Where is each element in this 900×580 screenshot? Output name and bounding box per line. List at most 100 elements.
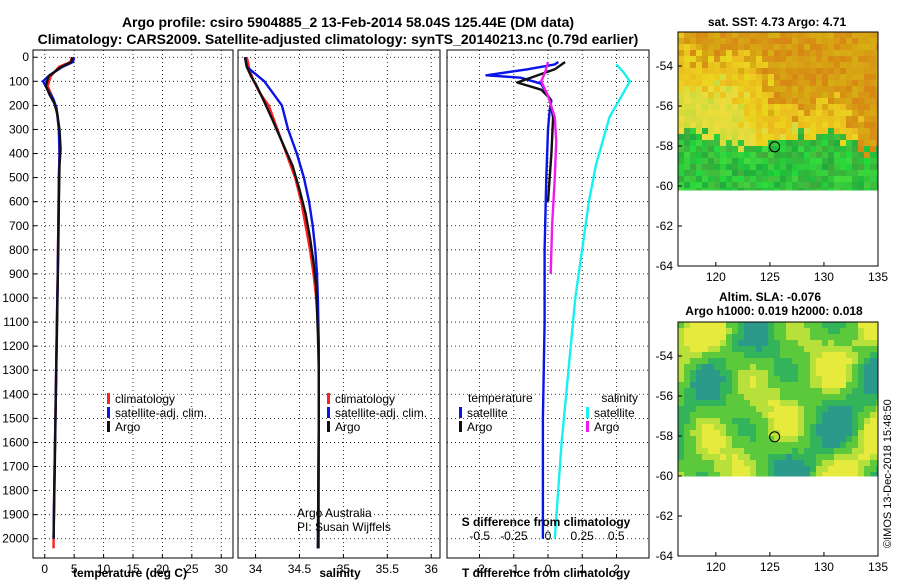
map-cell [840, 140, 847, 147]
map-cell [852, 44, 859, 51]
map-cell [834, 430, 841, 437]
map-cell [858, 158, 865, 165]
map-cell [696, 430, 703, 437]
map-cell [852, 448, 859, 455]
map-cell [870, 110, 877, 117]
map-cell [792, 400, 799, 407]
lat-tick-label: -62 [656, 219, 674, 233]
map-cell [864, 68, 871, 75]
map-cell [798, 436, 805, 443]
map-cell [732, 182, 739, 189]
map-cell [798, 466, 805, 473]
map-cell [732, 68, 739, 75]
map-cell [774, 412, 781, 419]
map-cell [840, 116, 847, 123]
map-cell [870, 188, 877, 191]
map-cell [750, 334, 757, 341]
map-cell [696, 80, 703, 87]
lon-tick-label: 135 [868, 270, 888, 284]
map-cell [720, 32, 727, 39]
map-cell [702, 442, 709, 449]
map-cell [792, 128, 799, 135]
map-cell [744, 134, 751, 141]
map-cell [768, 460, 775, 467]
map-cell [828, 442, 835, 449]
map-cell [852, 322, 859, 329]
map-cell [702, 152, 709, 159]
map-cell [762, 370, 769, 377]
map-cell [876, 110, 879, 117]
map-cell [756, 98, 763, 105]
map-cell [714, 92, 721, 99]
map-cell [858, 182, 865, 189]
map-cell [702, 74, 709, 81]
map-cell [864, 44, 871, 51]
depth-tick-label: 1800 [2, 484, 29, 498]
map-cell [846, 98, 853, 105]
map-cell [834, 146, 841, 153]
map-cell [738, 134, 745, 141]
map-cell [702, 32, 709, 39]
map-cell [756, 80, 763, 87]
map-cell [708, 376, 715, 383]
map-cell [858, 412, 865, 419]
map-cell [732, 406, 739, 413]
map-cell [822, 328, 829, 335]
map-cell [696, 406, 703, 413]
map-cell [798, 80, 805, 87]
map-cell [870, 454, 877, 461]
map-cell [702, 104, 709, 111]
lat-tick-label: -54 [656, 59, 674, 73]
legend-label: climatology [335, 392, 395, 406]
map-cell [822, 158, 829, 165]
map-cell [780, 122, 787, 129]
map-cell [708, 116, 715, 123]
map-cell [804, 110, 811, 117]
map-cell [744, 158, 751, 165]
map-cell [804, 352, 811, 359]
map-cell [834, 158, 841, 165]
lon-tick-label: 130 [814, 270, 834, 284]
x-tick-label: -2 [474, 562, 485, 576]
map-cell [792, 104, 799, 111]
map-cell [810, 44, 817, 51]
map-cell [684, 80, 691, 87]
map-cell [774, 92, 781, 99]
map-cell [792, 430, 799, 437]
map-cell [876, 394, 879, 401]
map-cell [756, 116, 763, 123]
map-cell [798, 98, 805, 105]
map-cell [756, 56, 763, 63]
map-cell [846, 44, 853, 51]
map-cell [822, 394, 829, 401]
map-cell [852, 454, 859, 461]
map-cell [720, 182, 727, 189]
map-cell [768, 146, 775, 153]
map-cell [804, 182, 811, 189]
map-cell [876, 472, 879, 477]
map-cell [822, 466, 829, 473]
map-cell [726, 134, 733, 141]
map-cell [834, 170, 841, 177]
map-cell [792, 370, 799, 377]
map-cell [774, 364, 781, 371]
depth-tick-label: 1100 [3, 315, 29, 329]
map-cell [798, 328, 805, 335]
map-cell [732, 80, 739, 87]
map-cell [738, 382, 745, 389]
series-line-temperature-argo [516, 61, 566, 202]
map-cell [756, 382, 763, 389]
map-cell [732, 454, 739, 461]
map-cell [726, 122, 733, 129]
map-cell [792, 352, 799, 359]
lon-tick-label: 135 [868, 560, 888, 574]
map-cell [858, 110, 865, 117]
map-cell [702, 146, 709, 153]
map-cell [768, 158, 775, 165]
sst-map-title: sat. SST: 4.73 Argo: 4.71 [708, 15, 847, 29]
map-cell [792, 98, 799, 105]
map-cell [828, 424, 835, 431]
map-cell [852, 92, 859, 99]
map-cell [816, 358, 823, 365]
map-cell [702, 394, 709, 401]
